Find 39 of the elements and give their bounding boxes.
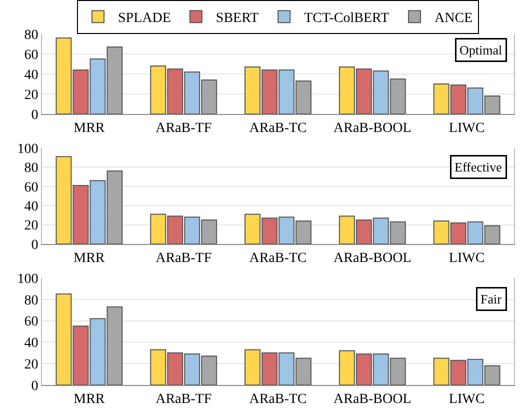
x-tick-label: ARaB-TF (156, 392, 212, 407)
x-tick-label: LIWC (448, 392, 485, 407)
y-tick-label: 80 (24, 28, 38, 43)
x-tick-label: LIWC (448, 250, 485, 266)
x-tick-label: ARaB-TF (156, 250, 212, 266)
legend-label: SBERT (216, 11, 260, 26)
y-tick-label: 0 (31, 108, 38, 123)
y-tick-label: 100 (17, 142, 38, 157)
y-tick-label: 100 (17, 272, 38, 287)
y-tick-label: 20 (24, 218, 38, 234)
y-tick-label: 80 (24, 161, 38, 176)
y-tick-label: 60 (24, 180, 38, 196)
x-tick-label: LIWC (448, 120, 485, 136)
y-tick-label: 0 (31, 378, 38, 394)
y-tick-label: 60 (24, 48, 38, 63)
x-tick-label: MRR (74, 120, 106, 136)
annotation: Fair (480, 292, 502, 306)
x-tick-label: ARaB-BOOL (334, 392, 412, 407)
y-tick-label: 40 (24, 200, 38, 214)
annotation: Effective (454, 160, 502, 174)
x-tick-label: ARaB-TC (249, 250, 307, 266)
annotation: Optimal (460, 42, 502, 58)
y-tick-label: 40 (24, 336, 38, 352)
y-tick-label: 0 (31, 238, 38, 253)
x-tick-label: ARaB-TF (156, 120, 212, 136)
x-tick-label: MRR (74, 392, 106, 407)
legend-label: SPLADE (118, 11, 171, 26)
y-tick-label: 40 (24, 68, 38, 83)
x-tick-label: MRR (74, 250, 106, 266)
y-tick-label: 60 (24, 314, 38, 330)
x-tick-label: ARaB-BOOL (334, 250, 412, 266)
x-tick-label: ARaB-TC (249, 120, 307, 136)
legend-label: TCT-ColBERT (304, 11, 390, 26)
y-tick-label: 80 (24, 293, 38, 308)
y-tick-label: 20 (24, 358, 38, 372)
y-tick-label: 20 (24, 88, 38, 103)
legend-label: ANCE (434, 11, 473, 26)
x-tick-label: ARaB-BOOL (334, 120, 412, 136)
x-tick-label: ARaB-TC (249, 392, 307, 407)
